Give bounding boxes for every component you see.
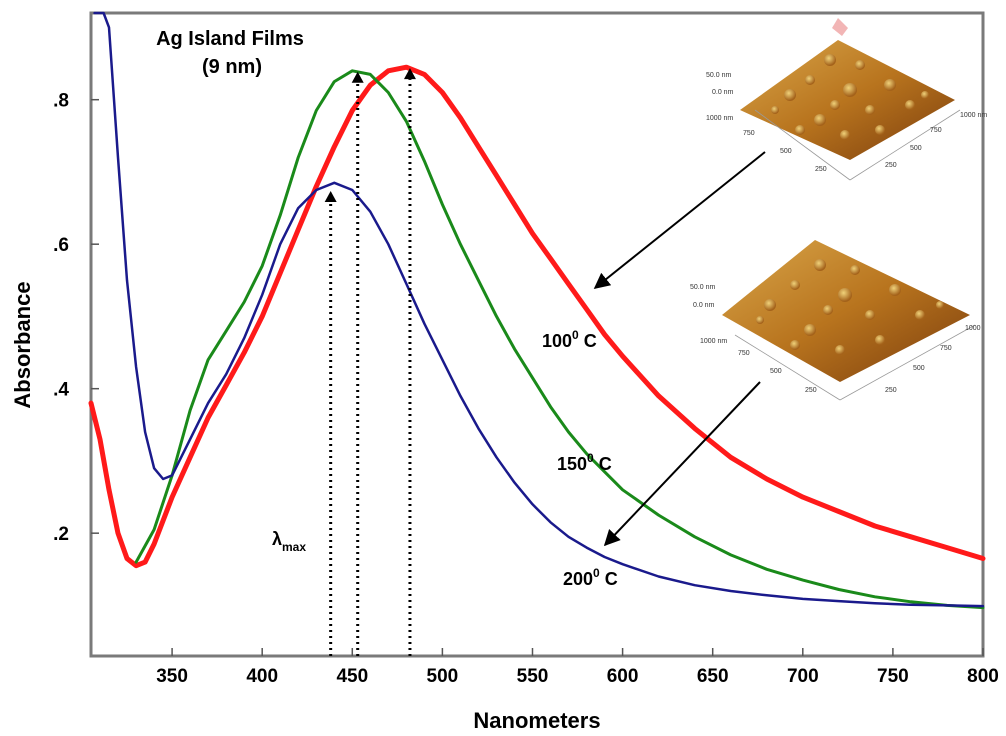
afm-inset-200c: 50.0 nm 0.0 nm 1000 nm 750 500 250 1000 … <box>690 240 981 401</box>
chart-title: Ag Island Films <box>156 28 304 50</box>
y-tick-label: .8 <box>53 91 69 112</box>
svg-text:1000: 1000 <box>965 325 981 332</box>
afm-bumps-top <box>771 54 929 140</box>
svg-text:500: 500 <box>770 368 782 375</box>
x-axis-ticks: 350 400 450 500 550 600 650 700 750 800 <box>156 648 999 687</box>
y-axis-ticks: .2 .4 .6 .8 <box>53 91 99 545</box>
x-tick-label: 800 <box>967 666 999 687</box>
chart-subtitle: (9 nm) <box>202 56 262 78</box>
afm-bumps-bottom <box>756 259 944 355</box>
svg-text:500: 500 <box>780 148 792 155</box>
series-line-100c <box>88 64 986 569</box>
arrow-to-200c-curve <box>603 381 761 547</box>
x-tick-label: 550 <box>517 666 549 687</box>
svg-text:1000 nm: 1000 nm <box>700 338 727 345</box>
svg-text:750: 750 <box>743 130 755 137</box>
x-tick-label: 700 <box>787 666 819 687</box>
svg-text:1000 nm: 1000 nm <box>706 115 733 122</box>
lambda-symbol: λ <box>272 529 282 549</box>
afm-surface-bottom <box>722 240 970 382</box>
label-200c: 2000 C <box>563 566 618 589</box>
peak-markers <box>324 68 416 656</box>
peak-arrow-marker <box>403 68 416 80</box>
svg-text:0.0 nm: 0.0 nm <box>712 89 734 96</box>
svg-text:50.0 nm: 50.0 nm <box>706 72 731 79</box>
svg-text:750: 750 <box>940 345 952 352</box>
svg-text:0.0 nm: 0.0 nm <box>693 302 715 309</box>
series-line-200c <box>93 11 985 608</box>
svg-text:750: 750 <box>930 127 942 134</box>
peak-arrow-marker <box>351 71 364 83</box>
x-tick-label: 500 <box>427 666 459 687</box>
svg-text:250: 250 <box>885 162 897 169</box>
svg-text:50.0 nm: 50.0 nm <box>690 284 715 291</box>
arrow-to-100c-curve <box>593 151 766 289</box>
series-line-150c <box>134 69 985 610</box>
svg-text:250: 250 <box>815 166 827 173</box>
svg-text:250: 250 <box>885 387 897 394</box>
label-150c: 1500 C <box>557 451 612 474</box>
svg-text:250: 250 <box>805 387 817 394</box>
y-axis-title: Absorbance <box>10 281 35 408</box>
label-100c: 1000 C <box>542 328 597 351</box>
y-tick-label: .2 <box>53 524 69 545</box>
series-layer <box>88 11 986 610</box>
afm-surface-top <box>740 40 955 160</box>
x-tick-label: 400 <box>246 666 278 687</box>
svg-text:750: 750 <box>738 350 750 357</box>
afm-inset-100c: 50.0 nm 0.0 nm 1000 nm 750 500 250 1000 … <box>706 18 987 181</box>
peak-arrow-marker <box>324 191 337 203</box>
lambda-max-label: λmax <box>272 529 306 554</box>
svg-text:500: 500 <box>913 365 925 372</box>
lambda-subscript: max <box>282 540 306 554</box>
svg-text:500: 500 <box>910 145 922 152</box>
x-tick-label: 450 <box>336 666 368 687</box>
y-tick-label: .4 <box>53 380 69 401</box>
x-axis-title: Nanometers <box>473 708 600 733</box>
plot-frame <box>89 11 985 658</box>
x-tick-label: 600 <box>607 666 639 687</box>
y-tick-label: .6 <box>53 235 69 256</box>
x-tick-label: 750 <box>877 666 909 687</box>
x-tick-label: 350 <box>156 666 188 687</box>
x-tick-label: 650 <box>697 666 729 687</box>
svg-text:1000 nm: 1000 nm <box>960 112 987 119</box>
